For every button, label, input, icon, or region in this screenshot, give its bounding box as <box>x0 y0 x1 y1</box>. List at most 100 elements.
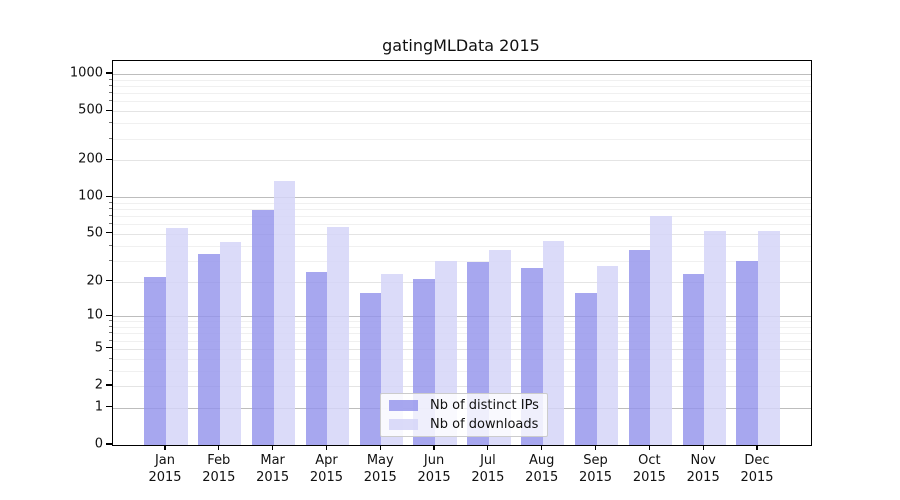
y-tick <box>106 347 112 349</box>
x-tick-label: Nov 2015 <box>673 452 733 486</box>
x-tick-label: Jul 2015 <box>458 452 518 486</box>
minor-gridline <box>113 79 811 81</box>
major-gridline <box>113 160 811 162</box>
x-tick-year: 2015 <box>256 470 290 485</box>
minor-gridline <box>113 101 811 103</box>
y-minor-tick <box>109 78 112 80</box>
major-gridline <box>113 197 811 199</box>
x-tick-year: 2015 <box>686 470 720 485</box>
y-minor-tick <box>109 223 112 225</box>
y-minor-tick <box>109 326 112 327</box>
x-tick-label: Dec 2015 <box>727 452 787 486</box>
y-minor-tick <box>109 84 112 86</box>
minor-gridline <box>113 209 811 211</box>
y-minor-tick <box>109 100 112 102</box>
minor-gridline <box>113 333 811 335</box>
y-tick <box>106 443 112 445</box>
x-tick-label: Jan 2015 <box>135 452 195 486</box>
y-minor-tick <box>109 369 112 371</box>
x-tick-year: 2015 <box>202 470 236 485</box>
minor-gridline <box>113 216 811 218</box>
y-minor-tick <box>109 208 112 210</box>
y-tick-label: 100 <box>78 188 103 204</box>
x-tick <box>379 445 381 450</box>
y-tick-label: 2 <box>94 377 103 393</box>
x-tick <box>594 445 597 450</box>
y-tick-label: 200 <box>78 151 103 167</box>
bar-downloads-sep <box>596 266 619 445</box>
major-gridline <box>113 316 811 318</box>
minor-gridline <box>113 260 811 262</box>
x-tick-year: 2015 <box>632 470 666 485</box>
x-tick-year: 2015 <box>363 470 397 485</box>
minor-gridline <box>113 138 811 140</box>
x-tick-year: 2015 <box>578 470 613 485</box>
x-tick <box>433 445 435 450</box>
plot-area: Nb of distinct IPs Nb of downloads <box>112 59 812 446</box>
minor-gridline <box>113 321 811 323</box>
bar-distinct-ips-may <box>359 292 382 445</box>
x-tick <box>648 445 650 450</box>
y-tick-label: 0 <box>94 436 103 452</box>
bar-distinct-ips-mar <box>252 210 274 445</box>
x-tick-year: 2015 <box>740 470 774 485</box>
x-tick <box>541 445 543 450</box>
legend-swatch-downloads <box>389 418 418 430</box>
x-tick-year: 2015 <box>148 470 182 485</box>
x-tick-year: 2015 <box>417 470 451 485</box>
bar-distinct-ips-apr <box>305 272 328 445</box>
x-tick-label: Apr 2015 <box>296 452 356 486</box>
y-minor-tick <box>109 339 112 341</box>
x-tick-year: 2015 <box>471 470 505 485</box>
x-tick <box>325 445 328 450</box>
y-minor-tick <box>109 215 112 217</box>
legend-label-downloads: Nb of downloads <box>430 416 539 432</box>
legend-entry-distinct-ips: Nb of distinct IPs <box>381 398 547 413</box>
bar-distinct-ips-dec <box>736 260 758 445</box>
y-tick <box>106 195 112 197</box>
minor-gridline <box>113 85 811 87</box>
minor-gridline <box>113 245 811 247</box>
major-gridline <box>113 386 811 387</box>
y-minor-tick <box>109 332 112 334</box>
y-minor-tick <box>109 320 112 322</box>
minor-gridline <box>113 327 811 328</box>
y-tick <box>106 314 112 316</box>
y-tick-label: 50 <box>86 225 103 241</box>
x-tick <box>164 445 166 450</box>
bar-distinct-ips-feb <box>198 254 220 445</box>
y-tick <box>106 158 112 160</box>
legend: Nb of distinct IPs Nb of downloads <box>380 392 548 437</box>
bar-downloads-nov <box>704 230 726 445</box>
legend-entry-downloads: Nb of downloads <box>381 417 547 432</box>
chart-title: gatingMLData 2015 <box>382 36 540 55</box>
x-tick <box>702 445 704 450</box>
x-tick <box>756 445 758 450</box>
major-gridline <box>113 233 811 235</box>
y-tick-label: 20 <box>86 273 103 288</box>
bar-downloads-feb <box>219 241 242 445</box>
major-gridline <box>113 111 811 113</box>
y-tick <box>106 109 112 111</box>
minor-gridline <box>113 202 811 204</box>
minor-gridline <box>113 340 811 342</box>
bar-distinct-ips-nov <box>682 274 705 445</box>
y-tick-label: 1000 <box>69 65 103 81</box>
legend-swatch-distinct-ips <box>389 399 418 411</box>
y-tick <box>106 72 112 74</box>
bar-downloads-jan <box>166 227 188 445</box>
bar-downloads-apr <box>327 226 350 445</box>
bar-downloads-aug <box>542 240 565 445</box>
major-gridline <box>113 73 811 75</box>
bar-distinct-ips-oct <box>628 249 651 445</box>
y-minor-tick <box>109 259 112 261</box>
minor-gridline <box>113 370 811 372</box>
y-minor-tick <box>109 201 112 203</box>
bar-downloads-dec <box>758 230 780 445</box>
y-tick <box>106 279 112 282</box>
x-tick <box>218 445 220 450</box>
bar-distinct-ips-sep <box>574 292 597 445</box>
minor-gridline <box>113 123 811 125</box>
minor-gridline <box>113 358 811 360</box>
